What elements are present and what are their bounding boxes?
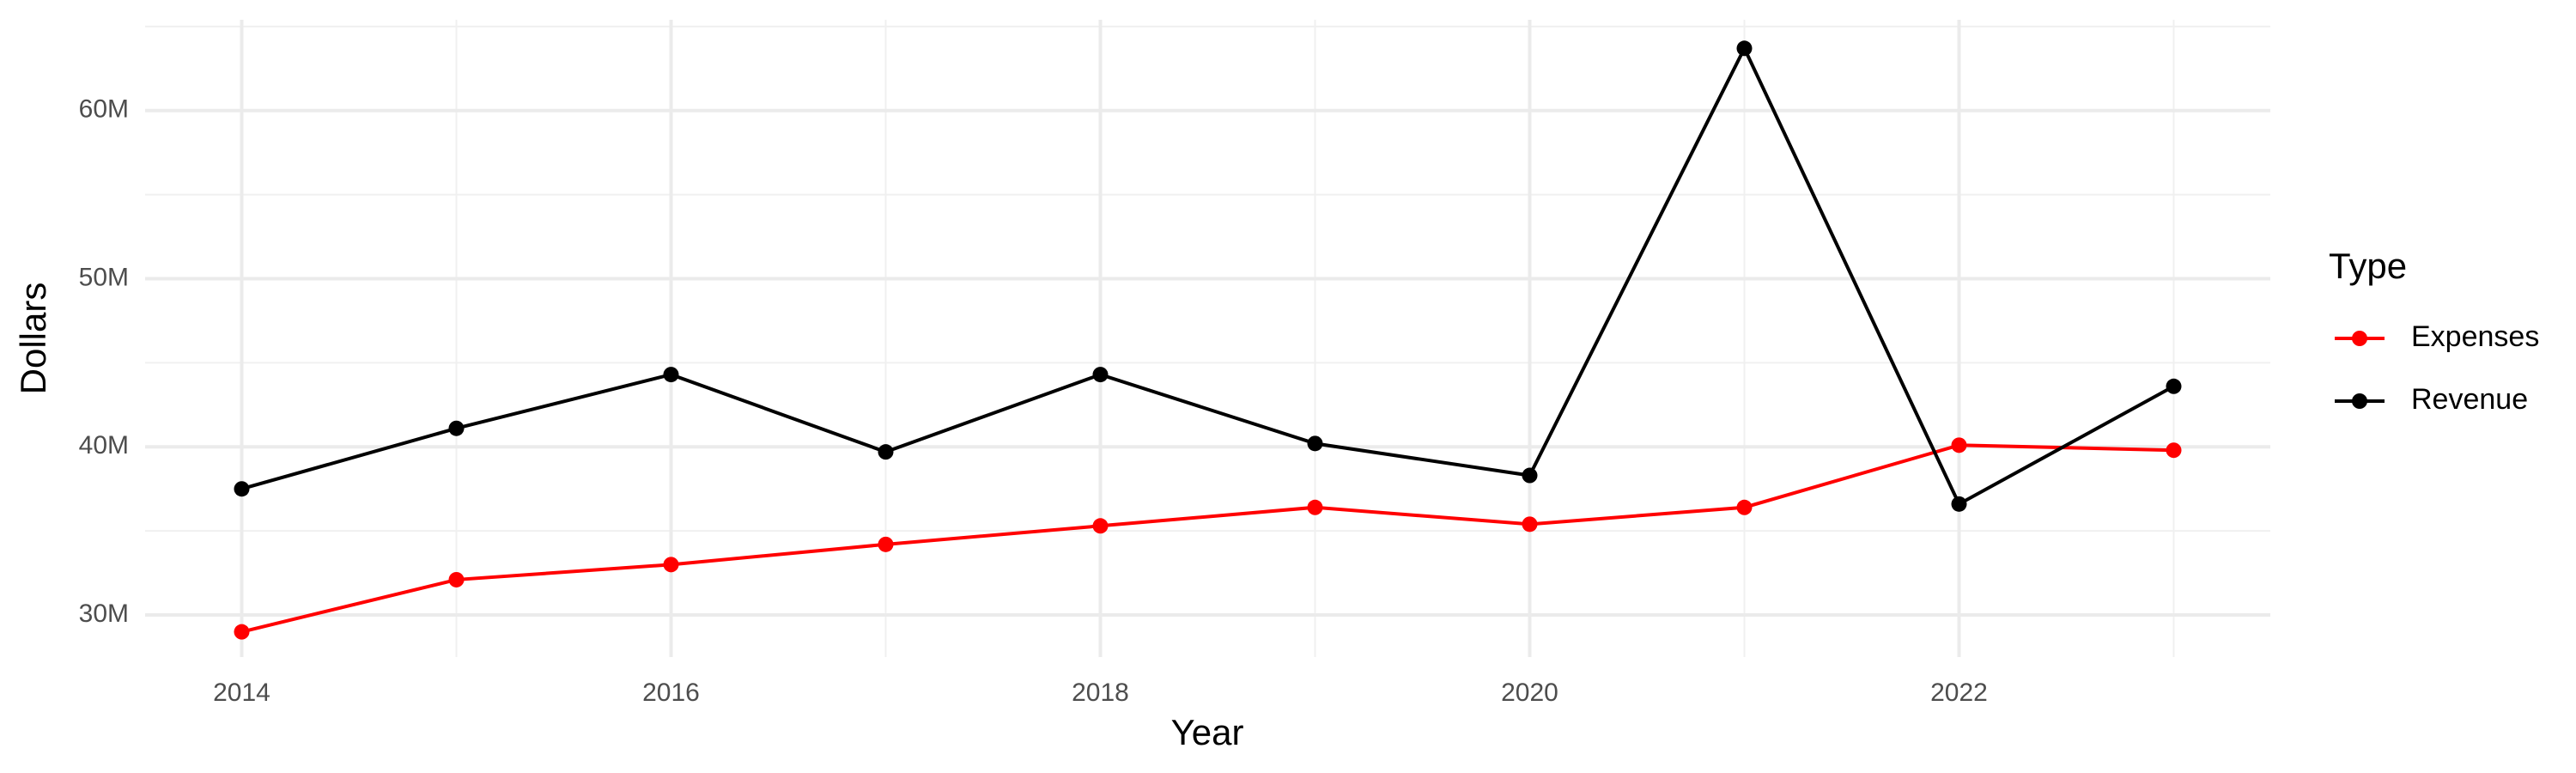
series-line xyxy=(241,443,2174,634)
series-line xyxy=(240,44,2175,507)
data-point xyxy=(1736,40,1753,57)
y-tick-label: 40M xyxy=(79,431,129,460)
plot-marks xyxy=(234,40,2182,640)
grid xyxy=(145,20,2270,657)
data-point xyxy=(1092,518,1109,534)
data-point xyxy=(663,367,679,383)
data-point xyxy=(1522,467,1538,484)
legend-swatch-point xyxy=(2352,393,2367,409)
data-point xyxy=(1951,496,1967,512)
x-tick-label: 2022 xyxy=(1930,679,1988,707)
data-point xyxy=(1736,499,1753,515)
legend-title: Type xyxy=(2329,246,2407,286)
data-point xyxy=(878,444,894,460)
data-point xyxy=(663,557,679,573)
data-point xyxy=(1307,435,1323,452)
data-point xyxy=(234,624,250,640)
legend-label: Expenses xyxy=(2411,320,2539,353)
data-point xyxy=(448,420,465,436)
x-axis-title: Year xyxy=(1171,712,1244,752)
y-tick-label: 60M xyxy=(79,95,129,124)
data-point xyxy=(2166,378,2182,394)
y-axis-title: Dollars xyxy=(13,283,53,395)
data-point xyxy=(1951,437,1967,453)
x-tick-label: 2016 xyxy=(642,679,700,707)
data-point xyxy=(448,571,465,587)
data-point xyxy=(1092,367,1109,383)
x-tick-label: 2018 xyxy=(1072,679,1129,707)
data-point xyxy=(2166,442,2182,459)
data-point xyxy=(1307,499,1323,515)
data-point xyxy=(1522,516,1538,533)
y-tick-label: 50M xyxy=(79,263,129,291)
data-point xyxy=(234,481,250,497)
legend-swatch-point xyxy=(2352,331,2367,346)
x-tick-label: 2020 xyxy=(1501,679,1558,707)
x-tick-label: 2014 xyxy=(213,679,270,707)
y-tick-label: 30M xyxy=(79,600,129,628)
data-point xyxy=(878,536,894,552)
legend-label: Revenue xyxy=(2411,383,2528,416)
